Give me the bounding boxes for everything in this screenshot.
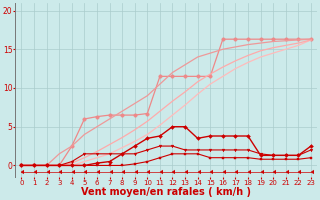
X-axis label: Vent moyen/en rafales ( km/h ): Vent moyen/en rafales ( km/h ) bbox=[81, 187, 251, 197]
